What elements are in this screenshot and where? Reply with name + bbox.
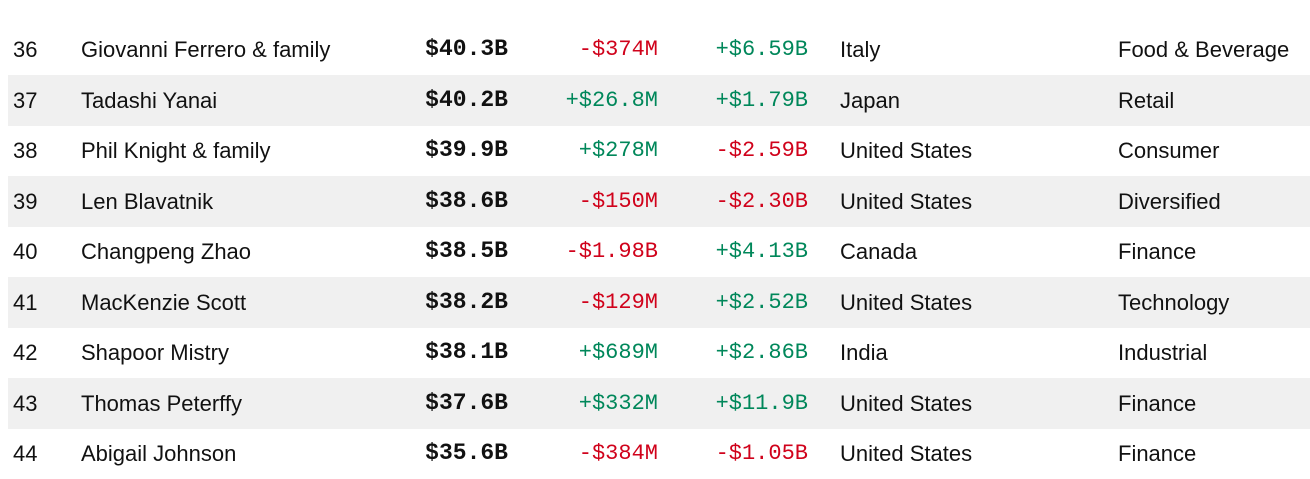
industry-cell: Consumer (1118, 126, 1310, 177)
industry-cell: Diversified (1118, 176, 1310, 227)
ytd-change-cell: +$1.79B (658, 75, 808, 126)
table-row[interactable]: 42 Shapoor Mistry $38.1B +$689M +$2.86B … (8, 328, 1310, 379)
rank-cell: 37 (13, 75, 63, 126)
table-row[interactable]: 41 MacKenzie Scott $38.2B -$129M +$2.52B… (8, 277, 1310, 328)
country-cell: Japan (840, 75, 1100, 126)
last-change-cell: -$150M (508, 176, 658, 227)
net-worth-cell: $38.1B (368, 328, 508, 379)
last-change-cell: -$374M (508, 0, 658, 75)
ytd-change-cell: +$6.59B (658, 0, 808, 75)
country-cell: India (840, 328, 1100, 379)
net-worth-cell: $35.6B (368, 429, 508, 479)
rank-cell: 42 (13, 328, 63, 379)
name-cell[interactable]: Phil Knight & family (81, 126, 381, 177)
country-cell: United States (840, 126, 1100, 177)
country-cell: United States (840, 429, 1100, 479)
industry-cell: Finance (1118, 227, 1310, 278)
name-cell[interactable]: Giovanni Ferrero & family (81, 0, 381, 75)
name-cell[interactable]: Len Blavatnik (81, 176, 381, 227)
last-change-cell: +$26.8M (508, 75, 658, 126)
last-change-cell: +$332M (508, 378, 658, 429)
net-worth-cell: $40.2B (368, 75, 508, 126)
industry-cell: Finance (1118, 378, 1310, 429)
ytd-change-cell: +$4.13B (658, 227, 808, 278)
ytd-change-cell: -$1.05B (658, 429, 808, 479)
table-row[interactable]: 40 Changpeng Zhao $38.5B -$1.98B +$4.13B… (8, 227, 1310, 278)
table-row[interactable]: 44 Abigail Johnson $35.6B -$384M -$1.05B… (8, 429, 1310, 479)
ytd-change-cell: +$11.9B (658, 378, 808, 429)
industry-cell: Industrial (1118, 328, 1310, 379)
net-worth-cell: $38.2B (368, 277, 508, 328)
name-cell[interactable]: Tadashi Yanai (81, 75, 381, 126)
country-cell: Canada (840, 227, 1100, 278)
ytd-change-cell: -$2.30B (658, 176, 808, 227)
table-row[interactable]: 37 Tadashi Yanai $40.2B +$26.8M +$1.79B … (8, 75, 1310, 126)
name-cell[interactable]: Thomas Peterffy (81, 378, 381, 429)
country-cell: Italy (840, 0, 1100, 75)
rank-cell: 39 (13, 176, 63, 227)
table-row[interactable]: 36 Giovanni Ferrero & family $40.3B -$37… (8, 0, 1310, 75)
last-change-cell: -$1.98B (508, 227, 658, 278)
industry-cell: Finance (1118, 429, 1310, 479)
net-worth-cell: $38.5B (368, 227, 508, 278)
name-cell[interactable]: Changpeng Zhao (81, 227, 381, 278)
country-cell: United States (840, 176, 1100, 227)
name-cell[interactable]: MacKenzie Scott (81, 277, 381, 328)
industry-cell: Food & Beverage (1118, 0, 1310, 75)
rank-cell: 43 (13, 378, 63, 429)
net-worth-cell: $39.9B (368, 126, 508, 177)
table-row[interactable]: 39 Len Blavatnik $38.6B -$150M -$2.30B U… (8, 176, 1310, 227)
ytd-change-cell: +$2.52B (658, 277, 808, 328)
net-worth-cell: $40.3B (368, 0, 508, 75)
rank-cell: 44 (13, 429, 63, 479)
last-change-cell: +$689M (508, 328, 658, 379)
rank-cell: 36 (13, 0, 63, 75)
net-worth-cell: $37.6B (368, 378, 508, 429)
ytd-change-cell: -$2.59B (658, 126, 808, 177)
country-cell: United States (840, 378, 1100, 429)
industry-cell: Retail (1118, 75, 1310, 126)
last-change-cell: +$278M (508, 126, 658, 177)
name-cell[interactable]: Abigail Johnson (81, 429, 381, 479)
name-cell[interactable]: Shapoor Mistry (81, 328, 381, 379)
industry-cell: Technology (1118, 277, 1310, 328)
table-row[interactable]: 43 Thomas Peterffy $37.6B +$332M +$11.9B… (8, 378, 1310, 429)
billionaires-table: 36 Giovanni Ferrero & family $40.3B -$37… (8, 0, 1310, 479)
rank-cell: 40 (13, 227, 63, 278)
last-change-cell: -$129M (508, 277, 658, 328)
net-worth-cell: $38.6B (368, 176, 508, 227)
rank-cell: 41 (13, 277, 63, 328)
last-change-cell: -$384M (508, 429, 658, 479)
ytd-change-cell: +$2.86B (658, 328, 808, 379)
country-cell: United States (840, 277, 1100, 328)
table-row[interactable]: 38 Phil Knight & family $39.9B +$278M -$… (8, 126, 1310, 177)
rank-cell: 38 (13, 126, 63, 177)
